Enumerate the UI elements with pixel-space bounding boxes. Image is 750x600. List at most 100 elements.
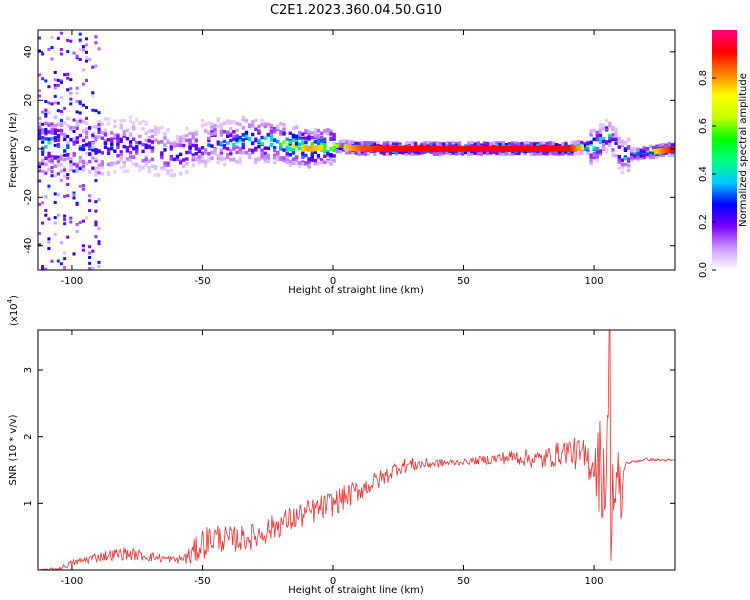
heatmap-cell	[440, 145, 443, 152]
heatmap-cell	[282, 156, 286, 160]
heatmap-cell	[276, 127, 280, 132]
heatmap-cell	[94, 41, 98, 45]
heatmap-cell	[306, 145, 310, 152]
heatmap-cell	[41, 52, 45, 56]
heatmap-cell	[59, 111, 64, 116]
heatmap-cell	[307, 132, 311, 136]
heatmap-cell	[88, 245, 92, 249]
y-tick-label: -20	[23, 189, 34, 205]
heatmap-cell	[301, 144, 305, 151]
heatmap-cell	[257, 139, 261, 143]
heatmap-cell	[583, 143, 587, 148]
heatmap-cell	[69, 216, 73, 220]
heatmap-cell	[620, 141, 624, 146]
heatmap-cell	[627, 146, 631, 150]
heatmap-cell	[166, 161, 170, 166]
heatmap-cell	[385, 152, 389, 156]
heatmap-cell	[664, 147, 668, 154]
heatmap-cell	[630, 156, 634, 160]
heatmap-cell	[216, 124, 220, 128]
heatmap-cell	[595, 159, 599, 163]
heatmap-cell	[44, 162, 48, 167]
heatmap-cell	[260, 122, 264, 127]
heatmap-cell	[50, 35, 54, 39]
heatmap-cell	[38, 125, 42, 130]
colorbar-tick-label: 0.2	[698, 214, 709, 230]
heatmap-cell	[534, 145, 537, 152]
heatmap-cell	[188, 145, 192, 150]
heatmap-cell	[47, 240, 51, 244]
heatmap-cell	[138, 121, 142, 126]
heatmap-cell	[147, 166, 151, 170]
heatmap-cell	[570, 140, 574, 145]
heatmap-cell	[545, 141, 549, 146]
heatmap-cell	[326, 128, 330, 132]
heatmap-cell	[59, 123, 64, 127]
heatmap-cell	[81, 48, 85, 52]
heatmap-cell	[194, 130, 198, 134]
heatmap-cell	[502, 145, 506, 152]
heatmap-cell	[188, 142, 192, 146]
heatmap-cell	[251, 124, 255, 128]
heatmap-cell	[229, 121, 233, 125]
heatmap-cell	[116, 160, 120, 165]
heatmap-cell	[194, 139, 198, 143]
heatmap-cell	[623, 156, 628, 161]
heatmap-cell	[119, 157, 123, 161]
snr-x-label: Height of straight line (km)	[288, 585, 424, 596]
heatmap-cell	[655, 155, 659, 159]
x-tick-label: -100	[61, 576, 84, 587]
heatmap-cell	[345, 140, 349, 145]
heatmap-cell	[320, 144, 323, 151]
heatmap-cell	[97, 131, 101, 134]
heatmap-cell	[482, 143, 487, 148]
heatmap-cell	[38, 169, 41, 173]
heatmap-cell	[408, 145, 412, 152]
heatmap-cell	[316, 161, 321, 166]
heatmap-cell	[273, 156, 277, 160]
heatmap-cell	[545, 150, 549, 154]
heatmap-cell	[551, 141, 556, 145]
heatmap-cell	[291, 148, 296, 152]
heatmap-cell	[385, 141, 389, 145]
heatmap-cell	[288, 153, 292, 157]
x-tick-label: 50	[457, 276, 470, 287]
heatmap-cell	[573, 141, 577, 146]
heatmap-cell	[50, 158, 54, 162]
heatmap-cell	[494, 145, 498, 152]
heatmap-cell	[75, 202, 79, 206]
heatmap-cell	[110, 131, 114, 135]
heatmap-cell	[53, 83, 57, 87]
heatmap-cell	[88, 256, 92, 259]
heatmap-cell	[66, 173, 70, 177]
heatmap-cell	[611, 133, 615, 137]
heatmap-cell	[56, 83, 60, 87]
heatmap-cell	[226, 121, 230, 125]
heatmap-cell	[66, 194, 70, 198]
heatmap-cell	[160, 125, 164, 130]
heatmap-cell	[66, 141, 70, 145]
heatmap-cell	[160, 153, 164, 157]
heatmap-cell	[44, 209, 48, 212]
heatmap-cell	[457, 141, 462, 145]
heatmap-cell	[122, 169, 126, 174]
heatmap-cell	[75, 127, 79, 130]
heatmap-cell	[316, 153, 321, 158]
heatmap-cell	[474, 145, 477, 152]
heatmap-cell	[288, 142, 292, 146]
heatmap-cell	[376, 140, 380, 145]
heatmap-cell	[468, 145, 472, 152]
heatmap-cell	[298, 164, 302, 168]
heatmap-cell	[294, 158, 299, 162]
heatmap-cell	[88, 145, 92, 150]
heatmap-cell	[332, 142, 336, 147]
heatmap-cell	[554, 145, 558, 152]
heatmap-cell	[244, 136, 249, 140]
heatmap-cell	[56, 36, 60, 40]
heatmap-cell	[47, 237, 51, 241]
heatmap-cell	[44, 267, 48, 270]
heatmap-cell	[320, 141, 324, 145]
heatmap-cell	[125, 145, 129, 150]
heatmap-cell	[38, 232, 41, 235]
heatmap-cell	[116, 139, 120, 143]
